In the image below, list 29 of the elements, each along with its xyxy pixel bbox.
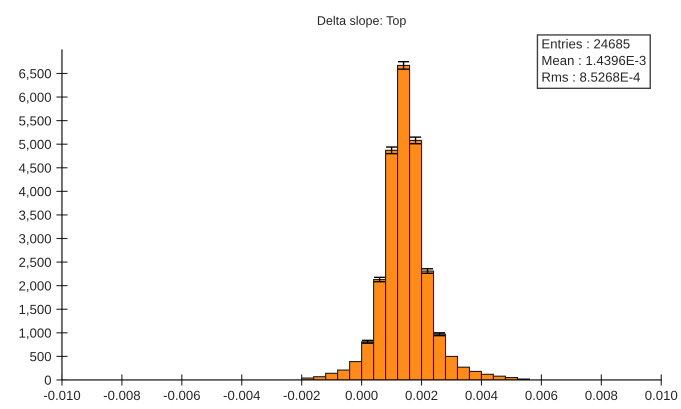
x-tick-label: 0.000 — [346, 390, 378, 400]
y-tick-label: 6,000 — [19, 92, 52, 104]
y-tick-label: 5,500 — [19, 116, 52, 128]
y-tick-label: 500 — [30, 352, 52, 362]
x-tick-label: 0.004 — [465, 390, 498, 400]
y-tick-label: 1,000 — [20, 328, 52, 340]
x-tick-label: -0.010 — [44, 390, 80, 400]
text: Entries : 24685 — [542, 38, 630, 49]
y-tick-label: 1,500 — [20, 304, 52, 316]
annotation: Mean : 1.4396E-3 — [542, 56, 646, 66]
x-tick-label: 0.002 — [406, 390, 438, 400]
x-tick-label: -0.008 — [104, 390, 140, 400]
y-tick-label: 0 — [44, 376, 52, 385]
x-tick-label: -0.006 — [164, 390, 200, 400]
x-tick-label: 0.006 — [525, 390, 558, 400]
annotation: Rms : 8.5268E-4 — [542, 72, 640, 82]
y-tick-label: 4,500 — [18, 163, 52, 174]
y-tick-label: 3,500 — [19, 210, 52, 222]
y-tick-label: 2,000 — [19, 281, 52, 292]
chart-title: Delta slope: Top — [318, 16, 406, 28]
y-tick-label: 6,500 — [19, 69, 52, 80]
x-tick-label: -0.004 — [224, 390, 260, 400]
y-tick-label: 5,000 — [19, 140, 52, 151]
x-tick-label: 0.008 — [585, 390, 618, 400]
y-tick-label: 3,000 — [19, 234, 52, 245]
y-tick-label: 2,500 — [19, 258, 52, 269]
x-tick-label: -0.002 — [284, 390, 320, 400]
x-tick-label: 0.010 — [645, 390, 678, 400]
y-tick-label: 4,000 — [18, 186, 52, 198]
